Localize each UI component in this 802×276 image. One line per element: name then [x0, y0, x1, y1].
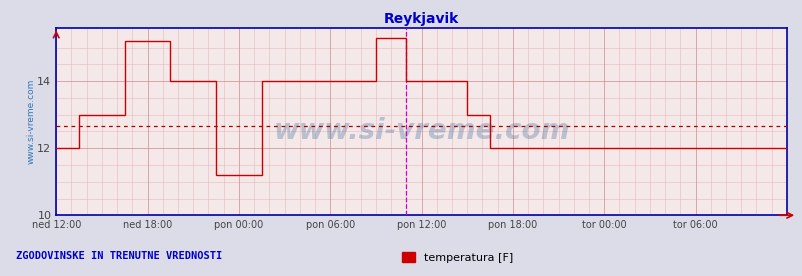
Legend: temperatura [F]: temperatura [F] [397, 248, 517, 268]
Y-axis label: www.si-vreme.com: www.si-vreme.com [26, 79, 36, 164]
Text: www.si-vreme.com: www.si-vreme.com [273, 117, 569, 145]
Text: ZGODOVINSKE IN TRENUTNE VREDNOSTI: ZGODOVINSKE IN TRENUTNE VREDNOSTI [16, 251, 222, 261]
Title: Reykjavik: Reykjavik [383, 12, 459, 26]
